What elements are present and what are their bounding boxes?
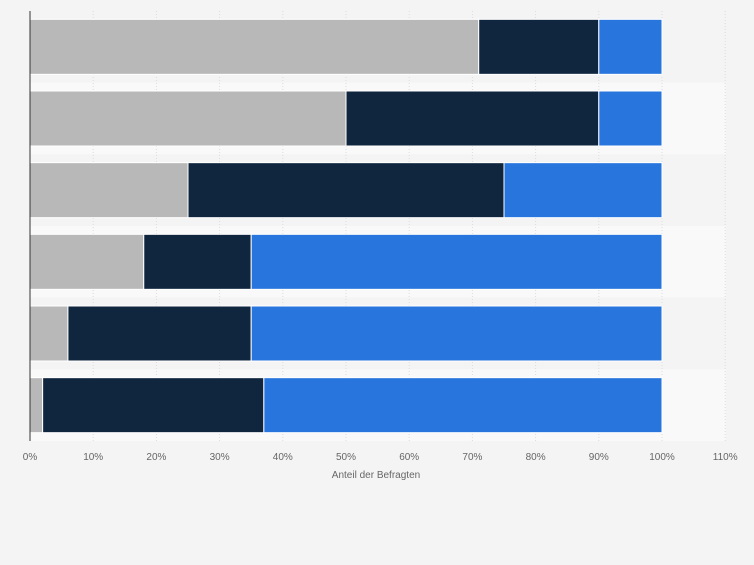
bar-segment xyxy=(143,233,252,290)
bar-segment xyxy=(42,377,265,434)
x-tick-label: 30% xyxy=(210,452,230,463)
bar-segment xyxy=(503,162,663,219)
bar-segment xyxy=(478,18,600,75)
bar-segment xyxy=(250,305,663,362)
bar-segment xyxy=(187,162,505,219)
x-tick-label: 10% xyxy=(83,452,103,463)
bar-segment xyxy=(263,377,663,434)
bar-segment xyxy=(29,18,480,75)
x-tick-label: 80% xyxy=(526,452,546,463)
x-tick-label: 50% xyxy=(336,452,356,463)
x-tick-label: 0% xyxy=(23,452,38,463)
row-bands xyxy=(30,11,726,441)
bars xyxy=(29,18,663,434)
bar-segment xyxy=(29,233,145,290)
bar-segment xyxy=(345,90,600,147)
bar-segment xyxy=(29,305,69,362)
x-tick-label: 60% xyxy=(399,452,419,463)
x-tick-label: 70% xyxy=(462,452,482,463)
bar-segment xyxy=(250,233,663,290)
x-tick-label: 90% xyxy=(589,452,609,463)
bar-segment xyxy=(29,162,189,219)
x-tick-label: 100% xyxy=(649,452,675,463)
x-axis-title: Anteil der Befragten xyxy=(332,470,420,481)
bar-segment xyxy=(598,18,663,75)
x-tick-label: 110% xyxy=(713,452,738,463)
bar-segment xyxy=(598,90,663,147)
bar-segment xyxy=(67,305,252,362)
x-tick-label: 20% xyxy=(146,452,166,463)
x-tick-labels: 0% 10% 20% 30% 40% 50% 60% 70% 80% 90% 100% 110% xyxy=(23,452,738,463)
bar-segment xyxy=(29,90,347,147)
bar-segment xyxy=(29,377,44,434)
x-tick-label: 40% xyxy=(273,452,293,463)
